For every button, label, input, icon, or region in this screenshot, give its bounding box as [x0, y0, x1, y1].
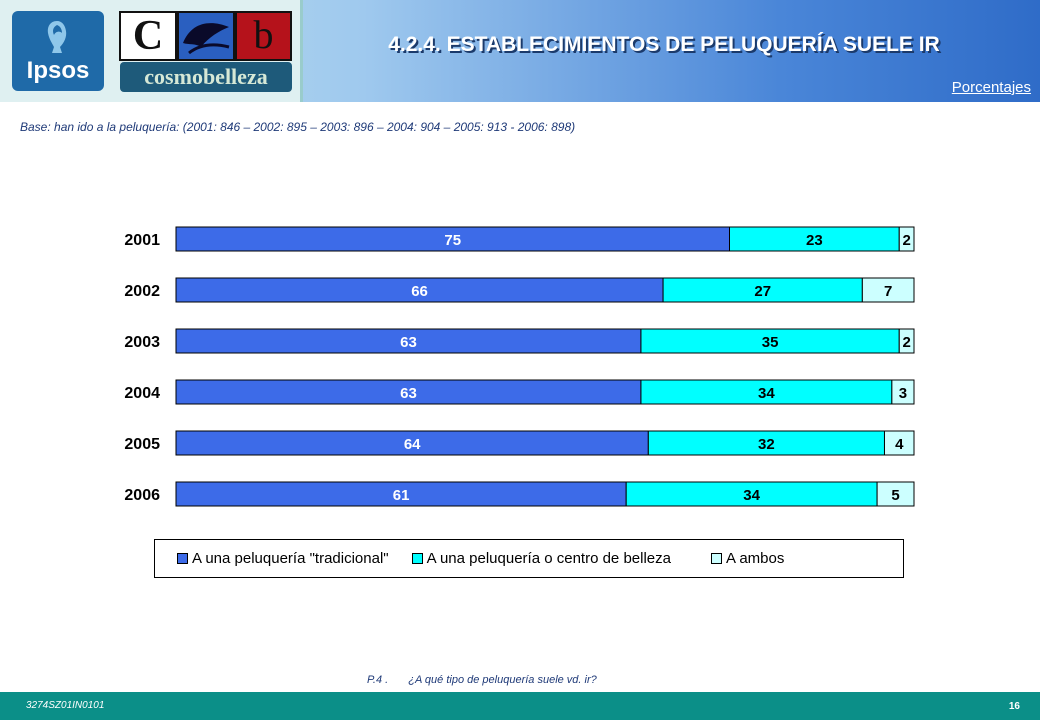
bar-segment-2002-s2 [861, 277, 915, 303]
cb-logo-c: C [121, 13, 175, 59]
face-icon [47, 21, 67, 53]
category-label-2004: 2004 [124, 385, 160, 402]
category-label-2001: 2001 [124, 232, 160, 249]
header-bar: Ipsos C b cosmobelleza 4.2.4. ESTABLECIM… [0, 0, 1040, 102]
data-label-2001-s1: 23 [806, 232, 823, 249]
document-code: 3274SZ01IN0101 [26, 700, 105, 711]
bar-segment-2004-s2 [891, 379, 915, 405]
bar-segment-2001-s2 [898, 226, 915, 252]
footer-bar: 3274SZ01IN0101 16 [0, 692, 1040, 720]
legend-swatch [411, 553, 423, 564]
data-label-2006-s2: 5 [891, 487, 899, 504]
cb-logo: C b [119, 11, 292, 61]
legend-swatch [177, 553, 188, 564]
bar-segment-2005-s0 [175, 430, 649, 456]
data-label-2004-s2: 3 [899, 385, 907, 402]
data-label-2004-s1: 34 [758, 385, 775, 402]
category-label-2005: 2005 [124, 436, 160, 453]
legend-item-ambos: A ambos [710, 550, 785, 567]
bar-segment-2004-s0 [175, 379, 642, 405]
legend-swatch [710, 553, 722, 564]
data-label-2005-s1: 32 [758, 436, 775, 453]
page-title: 4.2.4. ESTABLECIMIENTOS DE PELUQUERÍA SU… [388, 33, 940, 56]
legend-item-tradicional: A una peluquería "tradicional" [177, 550, 389, 567]
data-label-2003-s0: 63 [400, 334, 417, 351]
data-label-2002-s2: 7 [884, 283, 892, 300]
legend-label: A una peluquería o centro de belleza [426, 550, 671, 567]
cb-logo-b: b [237, 13, 290, 59]
question-note: P.4 . ¿A qué tipo de peluquería suele vd.… [367, 674, 597, 686]
bar-segment-2001-s0 [175, 226, 730, 252]
bar-segment-2005-s1 [647, 430, 885, 456]
data-label-2002-s1: 27 [754, 283, 771, 300]
bar-segment-2002-s0 [175, 277, 664, 303]
units-link[interactable]: Porcentajes [951, 79, 1031, 96]
cb-logo-hair-image [179, 13, 233, 59]
ipsos-logo: Ipsos [12, 11, 104, 91]
ipsos-logo-text: Ipsos [26, 57, 90, 84]
base-note: Base: han ido a la peluquería: (2001: 84… [20, 120, 576, 134]
question-code: P.4 . [367, 674, 389, 686]
category-label-2003: 2003 [124, 334, 160, 351]
bar-segment-2003-s0 [175, 328, 642, 354]
data-label-2003-s2: 2 [902, 334, 910, 351]
legend-label: A una peluquería "tradicional" [192, 550, 389, 567]
bar-segment-2001-s1 [729, 226, 900, 252]
bar-segment-2002-s1 [662, 277, 863, 303]
data-label-2006-s1: 34 [743, 487, 760, 504]
data-label-2006-s0: 61 [393, 487, 410, 504]
category-label-2006: 2006 [124, 487, 160, 504]
data-label-2001-s0: 75 [444, 232, 461, 249]
data-label-2001-s2: 2 [902, 232, 910, 249]
question-text: ¿A qué tipo de peluquería suele vd. ir? [408, 674, 597, 686]
bar-segment-2004-s1 [640, 379, 893, 405]
cosmobelleza-logo: cosmobelleza [120, 62, 292, 92]
logo-panel: Ipsos C b cosmobelleza [0, 0, 303, 102]
data-label-2004-s0: 63 [400, 385, 417, 402]
bar-segment-2003-s2 [898, 328, 915, 354]
data-label-2005-s0: 64 [404, 436, 421, 453]
chart-legend: A una peluquería "tradicional" A una pel… [154, 539, 904, 578]
data-label-2003-s1: 35 [762, 334, 779, 351]
legend-label: A ambos [725, 550, 785, 567]
data-label-2005-s2: 4 [895, 436, 904, 453]
bar-segment-2006-s2 [876, 481, 915, 507]
data-label-2002-s0: 66 [411, 283, 428, 300]
page-number: 16 [1008, 701, 1020, 712]
bar-segment-2005-s2 [883, 430, 915, 456]
legend-item-centro-belleza: A una peluquería o centro de belleza [411, 550, 671, 567]
category-label-2002: 2002 [124, 283, 160, 300]
bar-segment-2006-s0 [175, 481, 627, 507]
